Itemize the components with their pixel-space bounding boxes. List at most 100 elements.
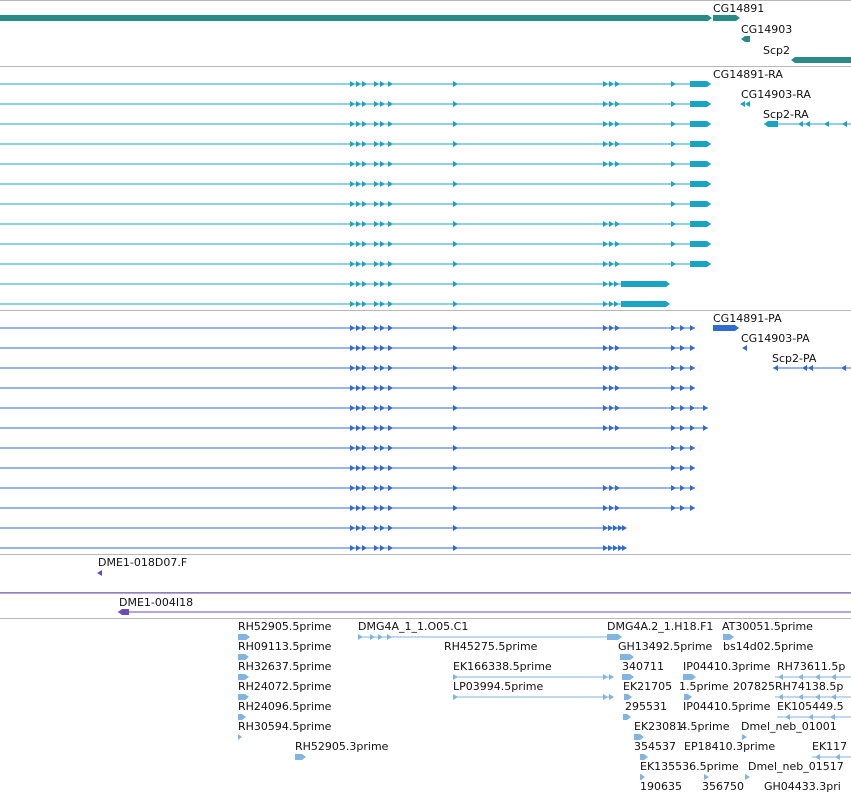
exon-block — [238, 654, 249, 660]
exon-arrow — [350, 121, 355, 127]
transcript-label[interactable]: CG14903-RA — [741, 88, 811, 101]
est-label[interactable]: 4.5prime — [680, 720, 730, 733]
est-label[interactable]: 190635 — [640, 780, 682, 793]
exon-arrow — [830, 714, 835, 720]
est-label[interactable]: Dmel_neb_01001 — [741, 720, 837, 733]
transcript-label[interactable]: CG14891-RA — [713, 68, 783, 81]
exon-arrow — [350, 525, 355, 531]
est-label[interactable]: bs14d02.5prime — [723, 640, 814, 653]
exon-arrow — [388, 241, 393, 247]
transcript-label[interactable]: Scp2-PA — [772, 352, 817, 365]
exon-block — [118, 609, 129, 615]
exon-block — [741, 36, 750, 42]
est-label[interactable]: Dmel_neb_01517 — [748, 760, 844, 773]
exon-arrow — [374, 221, 379, 227]
exon-arrow — [615, 81, 620, 87]
exon-arrow — [374, 385, 379, 391]
gene-label[interactable]: CG14891 — [713, 2, 765, 15]
exon-arrow — [613, 525, 618, 531]
exon-arrow — [380, 241, 385, 247]
est-label[interactable]: 354537 — [634, 740, 676, 753]
est-label[interactable]: LP03994.5prime — [453, 680, 544, 693]
est-label[interactable]: GH04433.3pri — [764, 780, 841, 793]
exon-block — [622, 674, 634, 680]
exon-arrow — [453, 325, 458, 331]
exon-arrow — [362, 525, 367, 531]
exon-arrow — [350, 81, 355, 87]
exon-arrow — [603, 485, 608, 491]
exon-arrow — [690, 345, 695, 351]
exon-arrow — [703, 425, 708, 431]
est-label[interactable]: AT30051.5prime — [722, 620, 813, 633]
est-label[interactable]: RH24096.5prime — [238, 700, 332, 713]
exon-arrow — [350, 505, 355, 511]
exon-arrow — [603, 405, 608, 411]
est-label[interactable]: RH30594.5prime — [238, 720, 332, 733]
exon-arrow — [614, 301, 619, 307]
exon-block — [238, 714, 246, 720]
est-label[interactable]: EK23081 — [634, 720, 684, 733]
est-label[interactable]: RH32637.5prime — [238, 660, 332, 673]
exon-arrow — [613, 545, 618, 551]
exon-arrow — [609, 325, 614, 331]
exon-arrow — [380, 221, 385, 227]
clone-label[interactable]: DME1-004I18 — [119, 596, 194, 609]
exon-arrow — [603, 301, 608, 307]
est-label[interactable]: 1.5prime — [679, 680, 729, 693]
est-label[interactable]: EK105449.5 — [777, 700, 844, 713]
exon-arrow — [453, 545, 458, 551]
exon-arrow — [609, 345, 614, 351]
est-label[interactable]: EK117 — [812, 740, 848, 753]
exon-arrow — [350, 281, 355, 287]
est-label[interactable]: RH45275.5prime — [444, 640, 538, 653]
est-label[interactable]: 207825 — [733, 680, 775, 693]
est-label[interactable]: RH09113.5prime — [238, 640, 332, 653]
exon-arrow — [350, 181, 355, 187]
exon-arrow — [380, 425, 385, 431]
exon-arrow — [603, 325, 608, 331]
est-label[interactable]: IP04410.5prime — [683, 700, 771, 713]
est-label[interactable]: RH73611.5p — [777, 660, 846, 673]
exon-arrow — [603, 241, 608, 247]
transcript-label[interactable]: CG14903-PA — [741, 332, 810, 345]
est-label[interactable]: DMG4A_1_1.O05.C1 — [358, 620, 469, 633]
est-label[interactable]: 340711 — [622, 660, 664, 673]
exon-arrow — [690, 325, 695, 331]
exon-block — [684, 694, 692, 700]
exon-arrow — [671, 405, 676, 411]
exon-arrow — [356, 505, 361, 511]
transcript-label[interactable]: Scp2-RA — [763, 108, 809, 121]
track-separator — [0, 554, 851, 555]
est-label[interactable]: RH52905.3prime — [295, 740, 389, 753]
exon-arrow — [388, 385, 393, 391]
est-label[interactable]: DMG4A.2_1.H18.F1 — [607, 620, 714, 633]
exon-block — [690, 201, 711, 207]
est-label[interactable]: EP18410.3prime — [684, 740, 776, 753]
exon-block — [690, 181, 711, 187]
exon-arrow — [453, 365, 458, 371]
est-label[interactable]: RH24072.5prime — [238, 680, 332, 693]
est-label[interactable]: IP04410.3prime — [683, 660, 771, 673]
exon-arrow — [362, 161, 367, 167]
est-label[interactable]: EK166338.5prime — [453, 660, 552, 673]
exon-arrow — [380, 405, 385, 411]
exon-arrow — [350, 241, 355, 247]
exon-arrow — [690, 385, 695, 391]
gene-label[interactable]: Scp2 — [763, 44, 791, 57]
clone-label[interactable]: DME1-018D07.F — [98, 556, 188, 569]
exon-arrow — [356, 221, 361, 227]
est-label[interactable]: EK21705 — [623, 680, 673, 693]
exon-arrow — [603, 345, 608, 351]
est-label[interactable]: 295531 — [625, 700, 667, 713]
est-label[interactable]: 356750 — [702, 780, 744, 793]
exon-arrow — [380, 365, 385, 371]
transcript-label[interactable]: CG14891-PA — [713, 312, 782, 325]
gene-label[interactable]: CG14903 — [741, 23, 793, 36]
est-label[interactable]: GH13492.5prime — [618, 640, 713, 653]
track-border-top — [0, 0, 851, 1]
est-label[interactable]: EK135536.5prime — [640, 760, 739, 773]
est-label[interactable]: RH52905.5prime — [238, 620, 332, 633]
exon-arrow — [350, 221, 355, 227]
est-label[interactable]: RH74138.5p — [775, 680, 844, 693]
exon-arrow — [704, 774, 709, 780]
